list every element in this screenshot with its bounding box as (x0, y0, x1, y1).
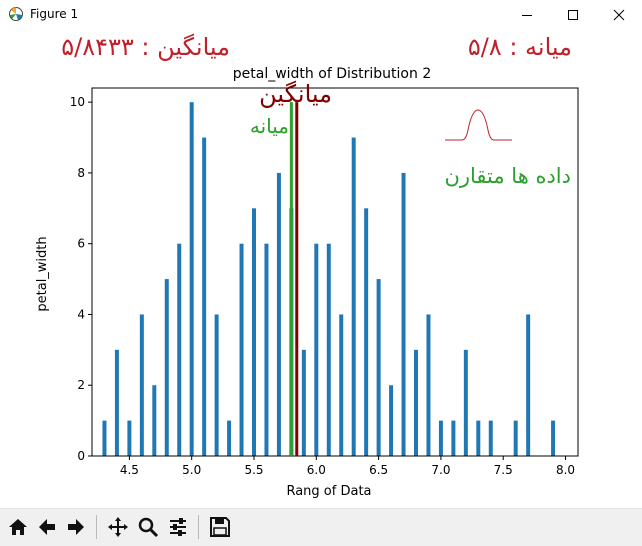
histogram-bar (239, 243, 244, 456)
x-tick-label: 6.0 (307, 463, 326, 477)
histogram-bar (488, 420, 493, 456)
chart-title: petal_width of Distribution 2 (233, 66, 431, 82)
x-tick-label: 6.5 (369, 463, 388, 477)
histogram-bar (301, 349, 306, 456)
histogram-bar (252, 208, 256, 456)
median-label: میانه (249, 114, 289, 138)
histogram-bar (513, 420, 518, 456)
histogram-bar (438, 420, 443, 456)
maximize-icon (568, 10, 578, 20)
zoom-button[interactable] (134, 513, 162, 541)
histogram-bar (214, 314, 219, 456)
bars-group (102, 102, 556, 457)
x-tick-label: 4.5 (120, 463, 139, 477)
histogram-bar (202, 137, 207, 456)
y-axis-label: petal_width (35, 236, 50, 311)
pan-icon (108, 517, 128, 537)
x-tick-label: 5.5 (244, 463, 263, 477)
window-titlebar: Figure 1 (0, 0, 642, 30)
histogram-bar (164, 279, 169, 456)
histogram-bar (189, 102, 194, 457)
histogram-bar (376, 279, 381, 456)
histogram-bar (227, 420, 232, 456)
histogram-bar (414, 349, 418, 456)
configure-subplots-button[interactable] (164, 513, 192, 541)
histogram-bar (463, 349, 468, 456)
histogram-bar (326, 243, 331, 456)
histogram-bar (339, 314, 344, 456)
bell-curve-icon (445, 109, 512, 141)
y-tick-label: 6 (77, 237, 85, 251)
histogram-bar (139, 314, 144, 456)
home-icon (9, 519, 27, 535)
y-tick-label: 8 (77, 166, 85, 180)
close-icon (613, 9, 625, 21)
histogram-bar (177, 243, 182, 456)
x-tick-label: 7.5 (494, 463, 513, 477)
forward-button[interactable] (62, 513, 90, 541)
y-tick-label: 0 (77, 449, 85, 463)
window-title: Figure 1 (30, 7, 79, 21)
histogram-bar (114, 349, 119, 456)
zoom-icon (138, 517, 159, 538)
histogram-bar (314, 243, 319, 456)
y-tick-label: 4 (77, 307, 85, 321)
histogram-bar (476, 420, 481, 456)
mean-header-text: میانگین : ۵/۸۴۳۳ (61, 33, 230, 61)
save-button[interactable] (206, 513, 234, 541)
ticks-group: 4.5 5.0 5.5 6.0 6.5 7.0 7.5 8.0 0 2 4 6 8 10 (70, 95, 575, 477)
histogram-bar (351, 137, 356, 456)
configure-subplots-icon (170, 518, 186, 536)
x-axis-label: Rang of Data (286, 484, 371, 499)
x-tick-label: 8.0 (556, 463, 575, 477)
home-button[interactable] (4, 513, 32, 541)
toolbar-separator (96, 515, 97, 539)
minimize-icon (522, 15, 532, 16)
back-arrow-icon (39, 519, 55, 535)
save-icon (210, 517, 230, 537)
forward-arrow-icon (68, 519, 84, 535)
x-tick-label: 7.0 (431, 463, 450, 477)
close-button[interactable] (596, 0, 642, 30)
histogram-bar (551, 420, 556, 456)
histogram-bar (364, 208, 369, 456)
matplotlib-app-icon (9, 7, 23, 21)
histogram-bar (426, 314, 431, 456)
y-tick-label: 2 (77, 378, 85, 392)
y-tick-label: 10 (70, 95, 85, 109)
minimize-button[interactable] (504, 0, 550, 30)
x-tick-label: 5.0 (182, 463, 201, 477)
back-button[interactable] (33, 513, 61, 541)
axes-frame (91, 87, 579, 457)
histogram-bar (401, 172, 406, 456)
histogram-bar (102, 420, 107, 456)
histogram-bar (276, 172, 281, 456)
histogram-bar (389, 385, 394, 456)
histogram-bar (451, 420, 456, 456)
toolbar-separator (198, 515, 199, 539)
median-header-text: میانه : ۵/۸ (467, 33, 572, 61)
symmetric-data-label: داده ها متقارن (444, 164, 571, 188)
histogram-bar (264, 243, 269, 456)
mean-label: میانگین (259, 80, 332, 108)
histogram-bar (526, 314, 531, 456)
histogram-bar (152, 385, 157, 456)
pan-button[interactable] (104, 513, 132, 541)
histogram-bar (127, 420, 132, 456)
histogram-chart: 4.5 5.0 5.5 6.0 6.5 7.0 7.5 8.0 0 2 4 6 8 10 petal_wi… (35, 66, 579, 499)
navigation-toolbar (0, 508, 642, 546)
maximize-button[interactable] (550, 0, 596, 30)
